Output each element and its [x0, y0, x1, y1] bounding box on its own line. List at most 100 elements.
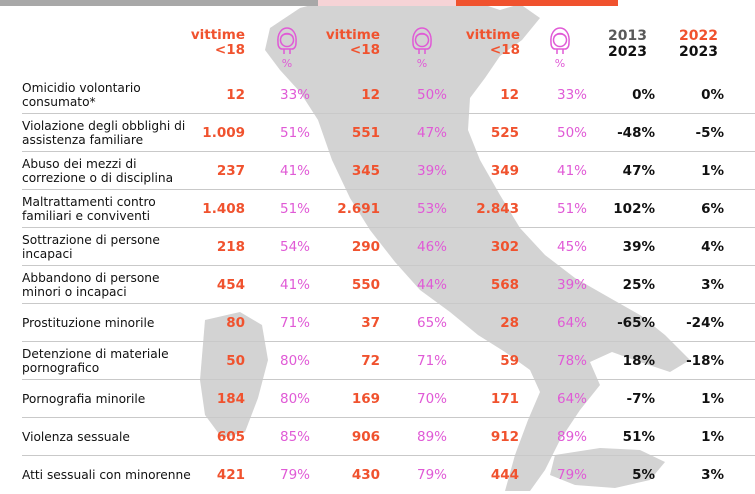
row-divider [22, 151, 755, 152]
cell-d2: 0% [701, 87, 724, 103]
cell-d2: 6% [701, 201, 724, 217]
cell-p3: 64% [556, 315, 587, 331]
header-victims-1-bottom: <18 [214, 42, 245, 58]
header-victims-3-bottom: <18 [489, 42, 520, 58]
cell-p3: 64% [556, 391, 587, 407]
cell-v1: 50 [226, 353, 245, 369]
cell-v2: 2.691 [337, 201, 380, 217]
cell-d1: -48% [617, 125, 655, 141]
cell-v1: 421 [216, 467, 245, 483]
bar-segment-grey [0, 0, 318, 6]
cell-v3: 171 [490, 391, 519, 407]
cell-p1: 51% [279, 201, 310, 217]
table-row: Omicidio volontario consumato* 12 33% 12 50%… [0, 76, 755, 114]
cell-p3: 51% [556, 201, 587, 217]
cell-d2: 3% [701, 277, 724, 293]
cell-p2: 47% [416, 125, 447, 141]
cell-v1: 12 [226, 87, 245, 103]
table-row: Detenzione di materiale pornografico 50 80… [0, 342, 755, 380]
cell-p3: 50% [556, 125, 587, 141]
cell-p3: 41% [556, 163, 587, 179]
cell-d1: -7% [626, 391, 655, 407]
row-label: Abuso dei mezzi di correzione o di disci… [22, 157, 174, 185]
header-year-2013: 2013 [608, 28, 647, 44]
header-victims-3: vittime <18 [450, 28, 520, 58]
cell-d1: 18% [622, 353, 655, 369]
cell-d2: -5% [695, 125, 724, 141]
row-label: Maltrattamenti contro familiari e conviv… [22, 195, 156, 223]
row-label: Pornografia minorile [22, 392, 146, 406]
cell-p2: 46% [416, 239, 447, 255]
cell-p3: 33% [556, 87, 587, 103]
cell-p2: 50% [416, 87, 447, 103]
header-victims-2-bottom: <18 [349, 42, 380, 58]
row-label: Sottrazione di persone incapaci [22, 233, 160, 261]
row-divider [22, 265, 755, 266]
row-label: Omicidio volontario consumato* [22, 81, 141, 109]
cell-v3: 28 [500, 315, 519, 331]
header-victims-1: vittime <18 [175, 28, 245, 58]
cell-d2: 4% [701, 239, 724, 255]
row-divider [22, 189, 755, 190]
girl-icon: % [405, 25, 439, 71]
cell-p2: 70% [416, 391, 447, 407]
cell-v1: 184 [216, 391, 245, 407]
cell-v3: 349 [490, 163, 519, 179]
cell-p3: 89% [556, 429, 587, 445]
cell-p2: 53% [416, 201, 447, 217]
girl-icon: % [270, 25, 304, 71]
header-year-2022: 2022 [679, 28, 718, 44]
cell-v3: 12 [500, 87, 519, 103]
cell-v2: 290 [351, 239, 380, 255]
cell-v3: 302 [490, 239, 519, 255]
cell-p3: 79% [556, 467, 587, 483]
cell-p2: 39% [416, 163, 447, 179]
cell-p2: 79% [416, 467, 447, 483]
cell-d1: 51% [622, 429, 655, 445]
girl-icon: % [543, 25, 577, 71]
cell-p1: 79% [279, 467, 310, 483]
row-label: Violenza sessuale [22, 430, 130, 444]
cell-v3: 912 [490, 429, 519, 445]
row-divider [22, 227, 755, 228]
cell-p1: 41% [279, 277, 310, 293]
cell-p1: 54% [279, 239, 310, 255]
header-year-2023-b: 2023 [679, 44, 718, 60]
header-variation-2013: 2013 2023 [597, 28, 647, 60]
cell-p3: 39% [556, 277, 587, 293]
cell-v1: 80 [226, 315, 245, 331]
table-row: Maltrattamenti contro familiari e conviv… [0, 190, 755, 228]
cell-p1: 80% [279, 391, 310, 407]
table-row: Sottrazione di persone incapaci 218 54% 290… [0, 228, 755, 266]
row-label: Detenzione di materiale pornografico [22, 347, 169, 375]
cell-d1: 47% [622, 163, 655, 179]
cell-p1: 51% [279, 125, 310, 141]
cell-d2: 3% [701, 467, 724, 483]
row-label: Abbandono di persone minori o incapaci [22, 271, 160, 299]
cell-v2: 906 [351, 429, 380, 445]
cell-v2: 551 [351, 125, 380, 141]
cell-v3: 525 [490, 125, 519, 141]
cell-v3: 2.843 [476, 201, 519, 217]
cell-d2: 1% [701, 163, 724, 179]
cell-p3: 45% [556, 239, 587, 255]
cell-p2: 89% [416, 429, 447, 445]
table-row: Atti sessuali con minorenne 421 79% 430 79% 4… [0, 456, 755, 494]
cell-p1: 41% [279, 163, 310, 179]
cell-p2: 65% [416, 315, 447, 331]
table-row: Pornografia minorile 184 80% 169 70% 171 64% -7… [0, 380, 755, 418]
table-row: Abbandono di persone minori o incapaci 45… [0, 266, 755, 304]
header-victims-3-top: vittime [465, 27, 520, 43]
cell-d1: 25% [622, 277, 655, 293]
cell-d1: 39% [622, 239, 655, 255]
row-divider [22, 455, 755, 456]
cell-v1: 1.408 [202, 201, 245, 217]
row-divider [22, 341, 755, 342]
cell-v1: 454 [216, 277, 245, 293]
cell-d1: -65% [617, 315, 655, 331]
cell-v2: 169 [351, 391, 380, 407]
row-label: Prostituzione minorile [22, 316, 155, 330]
cell-d2: 1% [701, 429, 724, 445]
cell-v1: 605 [216, 429, 245, 445]
bar-segment-orange [456, 0, 618, 6]
